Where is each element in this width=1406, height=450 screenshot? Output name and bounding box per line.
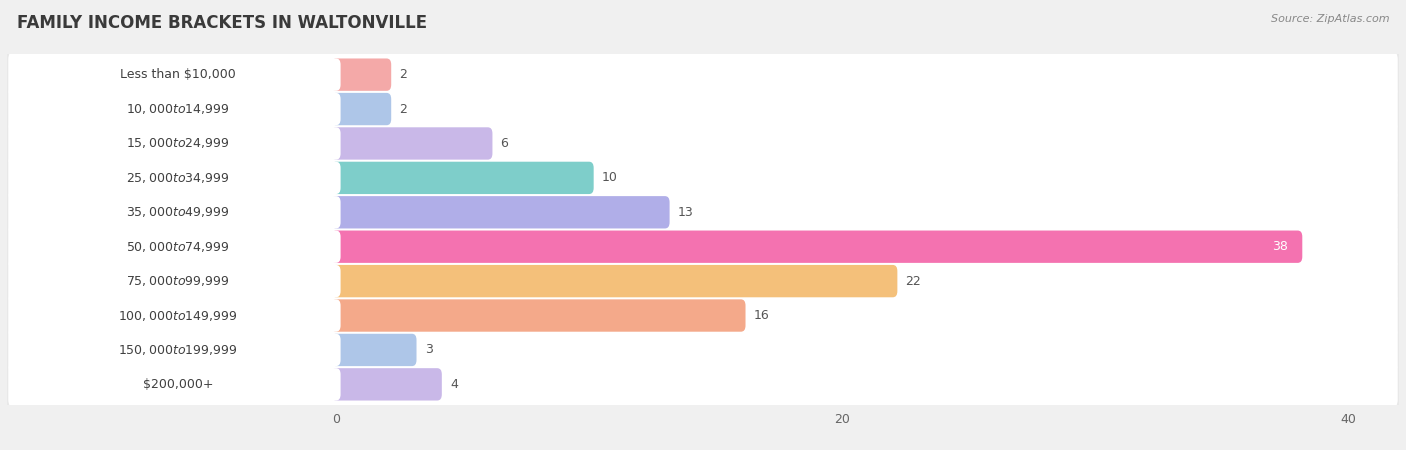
FancyBboxPatch shape — [15, 230, 340, 263]
FancyBboxPatch shape — [4, 255, 1402, 308]
Text: Less than $10,000: Less than $10,000 — [120, 68, 236, 81]
Text: 13: 13 — [678, 206, 693, 219]
FancyBboxPatch shape — [4, 151, 1402, 204]
FancyBboxPatch shape — [332, 230, 1302, 263]
Text: $10,000 to $14,999: $10,000 to $14,999 — [127, 102, 229, 116]
Text: 16: 16 — [754, 309, 769, 322]
FancyBboxPatch shape — [8, 154, 1398, 202]
FancyBboxPatch shape — [8, 326, 1398, 374]
FancyBboxPatch shape — [332, 127, 492, 160]
FancyBboxPatch shape — [4, 289, 1402, 342]
Text: 3: 3 — [425, 343, 433, 356]
FancyBboxPatch shape — [8, 51, 1398, 99]
FancyBboxPatch shape — [332, 334, 416, 366]
FancyBboxPatch shape — [15, 334, 340, 366]
Text: 2: 2 — [399, 68, 408, 81]
Text: 38: 38 — [1272, 240, 1288, 253]
FancyBboxPatch shape — [332, 162, 593, 194]
FancyBboxPatch shape — [15, 265, 340, 297]
FancyBboxPatch shape — [15, 127, 340, 160]
Text: $35,000 to $49,999: $35,000 to $49,999 — [127, 205, 229, 219]
FancyBboxPatch shape — [15, 299, 340, 332]
Text: $75,000 to $99,999: $75,000 to $99,999 — [127, 274, 229, 288]
FancyBboxPatch shape — [8, 292, 1398, 339]
FancyBboxPatch shape — [8, 257, 1398, 305]
FancyBboxPatch shape — [8, 120, 1398, 167]
FancyBboxPatch shape — [8, 86, 1398, 133]
Text: $50,000 to $74,999: $50,000 to $74,999 — [127, 240, 229, 254]
Text: $150,000 to $199,999: $150,000 to $199,999 — [118, 343, 238, 357]
FancyBboxPatch shape — [15, 93, 340, 125]
FancyBboxPatch shape — [8, 223, 1398, 270]
FancyBboxPatch shape — [332, 93, 391, 125]
FancyBboxPatch shape — [8, 189, 1398, 236]
FancyBboxPatch shape — [4, 82, 1402, 135]
Text: 6: 6 — [501, 137, 509, 150]
FancyBboxPatch shape — [4, 186, 1402, 239]
FancyBboxPatch shape — [4, 220, 1402, 273]
FancyBboxPatch shape — [332, 58, 391, 91]
Text: $100,000 to $149,999: $100,000 to $149,999 — [118, 309, 238, 323]
Text: 2: 2 — [399, 103, 408, 116]
Text: FAMILY INCOME BRACKETS IN WALTONVILLE: FAMILY INCOME BRACKETS IN WALTONVILLE — [17, 14, 427, 32]
FancyBboxPatch shape — [8, 360, 1398, 408]
Text: 22: 22 — [905, 274, 921, 288]
Text: Source: ZipAtlas.com: Source: ZipAtlas.com — [1271, 14, 1389, 23]
Text: $200,000+: $200,000+ — [142, 378, 214, 391]
FancyBboxPatch shape — [4, 117, 1402, 170]
FancyBboxPatch shape — [4, 358, 1402, 411]
FancyBboxPatch shape — [15, 58, 340, 91]
FancyBboxPatch shape — [15, 368, 340, 400]
FancyBboxPatch shape — [15, 162, 340, 194]
Text: 4: 4 — [450, 378, 458, 391]
FancyBboxPatch shape — [332, 196, 669, 229]
FancyBboxPatch shape — [4, 324, 1402, 377]
FancyBboxPatch shape — [332, 299, 745, 332]
Text: $15,000 to $24,999: $15,000 to $24,999 — [127, 136, 229, 150]
FancyBboxPatch shape — [4, 48, 1402, 101]
FancyBboxPatch shape — [332, 265, 897, 297]
Text: $25,000 to $34,999: $25,000 to $34,999 — [127, 171, 229, 185]
FancyBboxPatch shape — [15, 196, 340, 229]
FancyBboxPatch shape — [332, 368, 441, 400]
Text: 10: 10 — [602, 171, 617, 184]
